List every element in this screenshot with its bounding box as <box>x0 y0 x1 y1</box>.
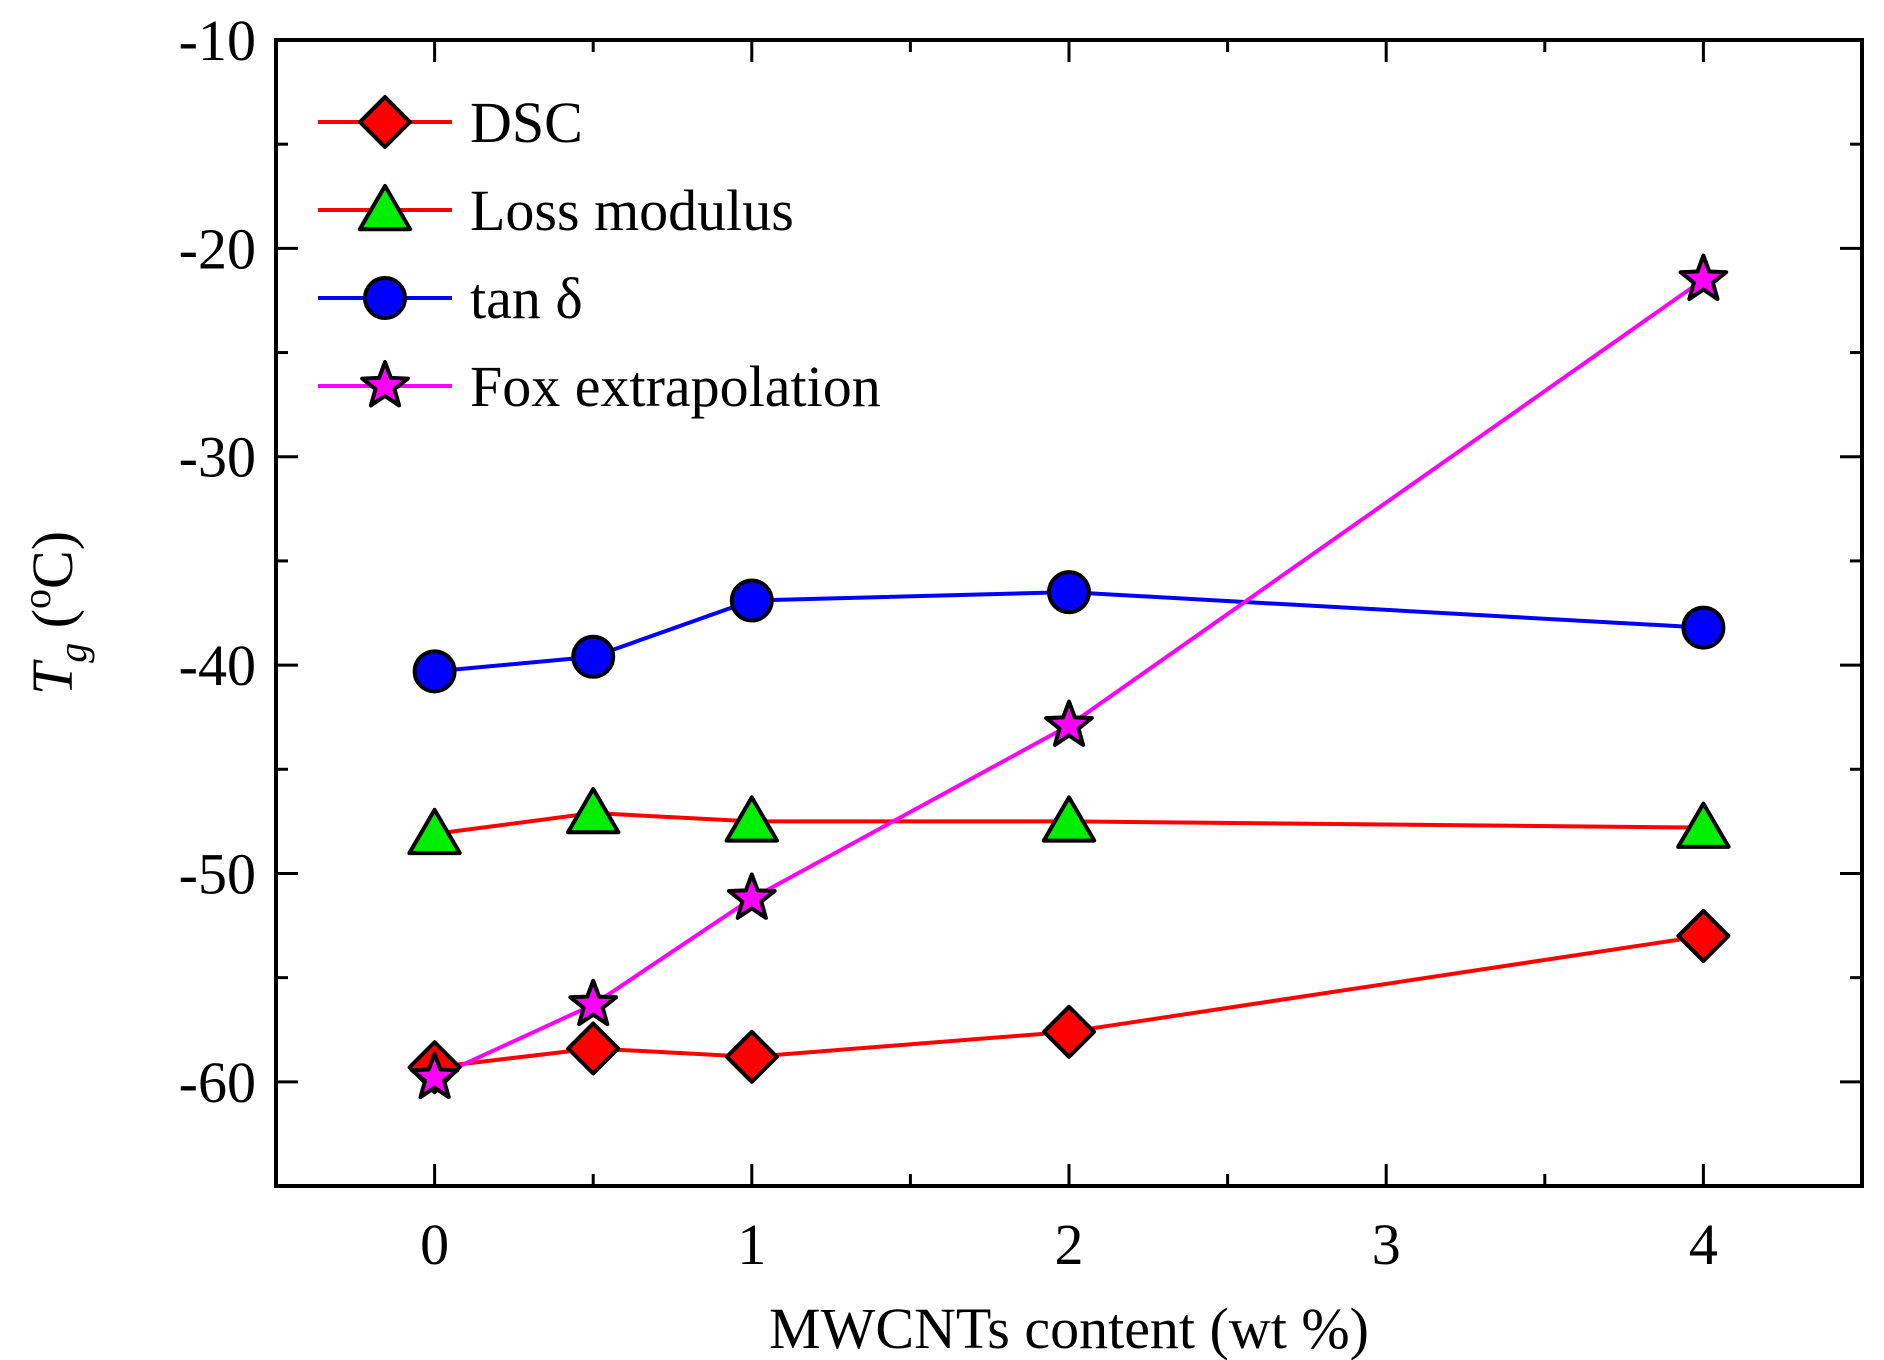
data-point-circle <box>571 634 616 679</box>
tick-labels: 0 1 2 3 4 -60 -50 -40 -30 -20 -10 <box>179 8 1718 1277</box>
legend-marker-diamond <box>358 95 412 149</box>
data-point-diamond <box>724 1029 779 1084</box>
data-point-triangle <box>566 787 621 835</box>
y-axis-title-unit: C) <box>20 531 85 589</box>
data-point-triangle <box>724 795 779 843</box>
legend: DSC Loss modulus tan δ Fox extrapolation <box>318 90 881 419</box>
data-point-star <box>1678 253 1729 302</box>
x-tick-label: 0 <box>420 1212 449 1277</box>
y-axis-title-sub: g <box>50 643 95 663</box>
x-axis-title: MWCNTs content (wt %) <box>769 1296 1369 1360</box>
x-tick-label: 1 <box>737 1212 766 1277</box>
data-point-star <box>568 978 619 1027</box>
legend-label: Fox extrapolation <box>470 354 881 419</box>
data-point-circle <box>412 649 457 694</box>
y-tick-label: -10 <box>179 8 256 73</box>
y-tick-label: -20 <box>179 216 256 281</box>
data-point-circle <box>1681 605 1726 650</box>
x-tick-label: 4 <box>1689 1212 1718 1277</box>
y-axis-title: Tg (oC) <box>14 531 95 695</box>
legend-marker-triangle <box>357 184 413 232</box>
x-tick-label: 3 <box>1372 1212 1401 1277</box>
data-point-diamond <box>1676 908 1731 963</box>
data-point-triangle <box>407 807 462 856</box>
y-axis-title-open: ( <box>20 609 85 643</box>
legend-marker-star <box>360 360 410 408</box>
plot-frame <box>274 38 1864 1188</box>
y-tick-label: -50 <box>179 841 256 906</box>
data-point-star <box>409 1051 460 1100</box>
legend-label: DSC <box>470 90 583 155</box>
data-point-triangle <box>1041 795 1097 843</box>
data-point-circle <box>729 578 774 623</box>
y-tick-label: -60 <box>179 1050 256 1115</box>
y-axis-title-sup: o <box>14 589 59 609</box>
data-point-triangle <box>1676 801 1731 849</box>
legend-label: Loss modulus <box>470 178 794 243</box>
data-point-diamond <box>1042 1004 1096 1059</box>
legend-marker-circle <box>363 276 407 320</box>
data-point-circle <box>1047 570 1091 615</box>
y-axis-title-main: T <box>20 659 85 695</box>
y-tick-label: -30 <box>179 425 256 490</box>
y-tick-label: -40 <box>179 633 256 698</box>
data-point-diamond <box>566 1021 621 1076</box>
x-tick-label: 2 <box>1055 1212 1084 1277</box>
series-markers <box>407 253 1731 1100</box>
legend-label: tan δ <box>470 266 583 331</box>
data-point-star <box>1044 699 1094 747</box>
data-point-star <box>726 872 777 920</box>
